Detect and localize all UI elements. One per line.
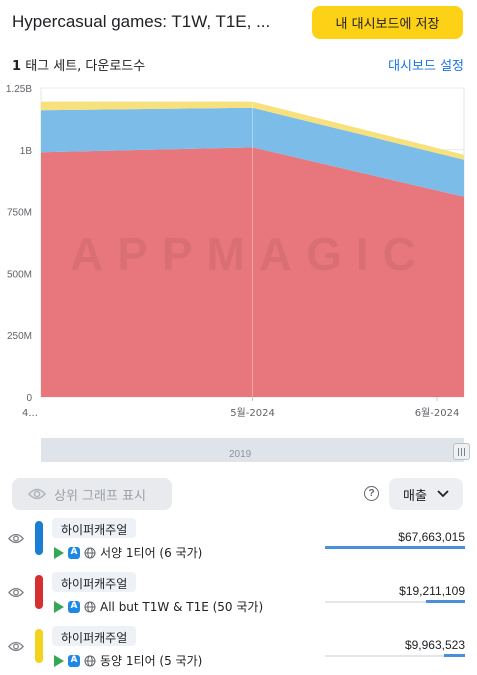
row-share-track: [325, 601, 465, 603]
show-top-graph-label: 상위 그래프 표시: [54, 488, 146, 504]
row-value: $67,663,015: [398, 530, 465, 544]
row-share-bar: [325, 546, 465, 549]
area-chart-svg: 1.25B 1B 750M 500M 250M 0 APPMAGIC 4... 5월-2024 6…: [6, 84, 465, 419]
subbar: 1 태그 세트, 다운로드수 대시보드 설정: [0, 52, 477, 74]
eye-icon[interactable]: [8, 533, 24, 544]
dashboard-settings-link[interactable]: 대시보드 설정: [388, 59, 464, 74]
row-detail: A 서양 1티어 (6 국가): [54, 544, 202, 561]
row-share-bar: [444, 654, 465, 657]
watermark-text: APPMAGIC: [70, 228, 430, 280]
row-value: $9,963,523: [404, 638, 465, 652]
google-play-icon: [54, 546, 64, 559]
row-share-track: [325, 655, 465, 657]
x-tick-label: 5월-2024: [230, 407, 275, 419]
series-area: [41, 101, 464, 160]
tag-set-summary: 1 태그 세트, 다운로드수: [12, 55, 145, 74]
list-item: 하이퍼캐주얼 A 서양 1티어 (6 국가) $67,663,015: [0, 518, 477, 572]
row-tag[interactable]: 하이퍼캐주얼: [52, 518, 137, 538]
globe-icon: [84, 655, 96, 666]
y-tick-label: 0: [26, 393, 32, 404]
y-tick-label: 500M: [7, 269, 32, 280]
header: Hypercasual games: T1W, T1E, ... 내 대시보드에…: [0, 0, 477, 46]
series-color-bar: [35, 521, 43, 555]
range-navigator[interactable]: 2019: [41, 438, 464, 462]
y-tick-label: 1.25B: [6, 84, 32, 95]
chevron-down-icon: [437, 490, 449, 498]
row-detail: A 동양 1티어 (5 국가): [54, 652, 202, 669]
area-chart[interactable]: 1.25B 1B 750M 500M 250M 0 APPMAGIC 4... 5월-2024 6…: [0, 80, 477, 425]
series-area: [41, 107, 464, 197]
eye-icon[interactable]: [8, 641, 24, 652]
navigator-handle[interactable]: [453, 443, 470, 460]
show-top-graph-button[interactable]: 상위 그래프 표시: [12, 478, 172, 510]
row-tag[interactable]: 하이퍼캐주얼: [52, 626, 137, 646]
google-play-icon: [54, 654, 64, 667]
google-play-icon: [54, 600, 64, 613]
row-tier: 동양 1티어 (5 국가): [100, 654, 203, 668]
x-tick-label: 4...: [22, 408, 38, 419]
app-store-icon: A: [68, 654, 80, 667]
help-icon[interactable]: ?: [364, 486, 379, 501]
row-tier: 서양 1티어 (6 국가): [100, 546, 203, 560]
page-title: Hypercasual games: T1W, T1E, ...: [12, 12, 271, 31]
navigator-year-label: 2019: [229, 449, 252, 460]
metric-select-value: 매출: [403, 488, 427, 504]
series-color-bar: [35, 575, 43, 609]
tag-set-count: 1: [12, 59, 22, 74]
globe-icon: [84, 547, 96, 558]
list-item: 하이퍼캐주얼 A All but T1W & T1E (50 국가) $19,2…: [0, 572, 477, 626]
eye-icon: [28, 488, 46, 500]
eye-icon[interactable]: [8, 587, 24, 598]
y-tick-label: 1B: [20, 146, 33, 157]
app-store-icon: A: [68, 546, 80, 559]
app-store-icon: A: [68, 600, 80, 613]
x-tick-label: 6월-2024: [415, 407, 460, 419]
row-value: $19,211,109: [399, 584, 465, 598]
y-tick-label: 250M: [7, 331, 32, 342]
list-item: 하이퍼캐주얼 A 동양 1티어 (5 국가) $9,963,523: [0, 626, 477, 675]
metric-select[interactable]: 매출: [389, 478, 463, 510]
row-tier: All but T1W & T1E (50 국가): [100, 600, 264, 614]
row-detail: A All but T1W & T1E (50 국가): [54, 598, 263, 615]
y-tick-label: 750M: [7, 208, 32, 219]
tag-set-label: 태그 세트, 다운로드수: [25, 59, 146, 74]
row-share-bar: [425, 600, 465, 603]
series-area: [41, 147, 464, 397]
save-to-dashboard-button[interactable]: 내 대시보드에 저장: [312, 6, 463, 39]
series-color-bar: [35, 629, 43, 663]
row-tag[interactable]: 하이퍼캐주얼: [52, 572, 137, 592]
globe-icon: [84, 601, 96, 612]
